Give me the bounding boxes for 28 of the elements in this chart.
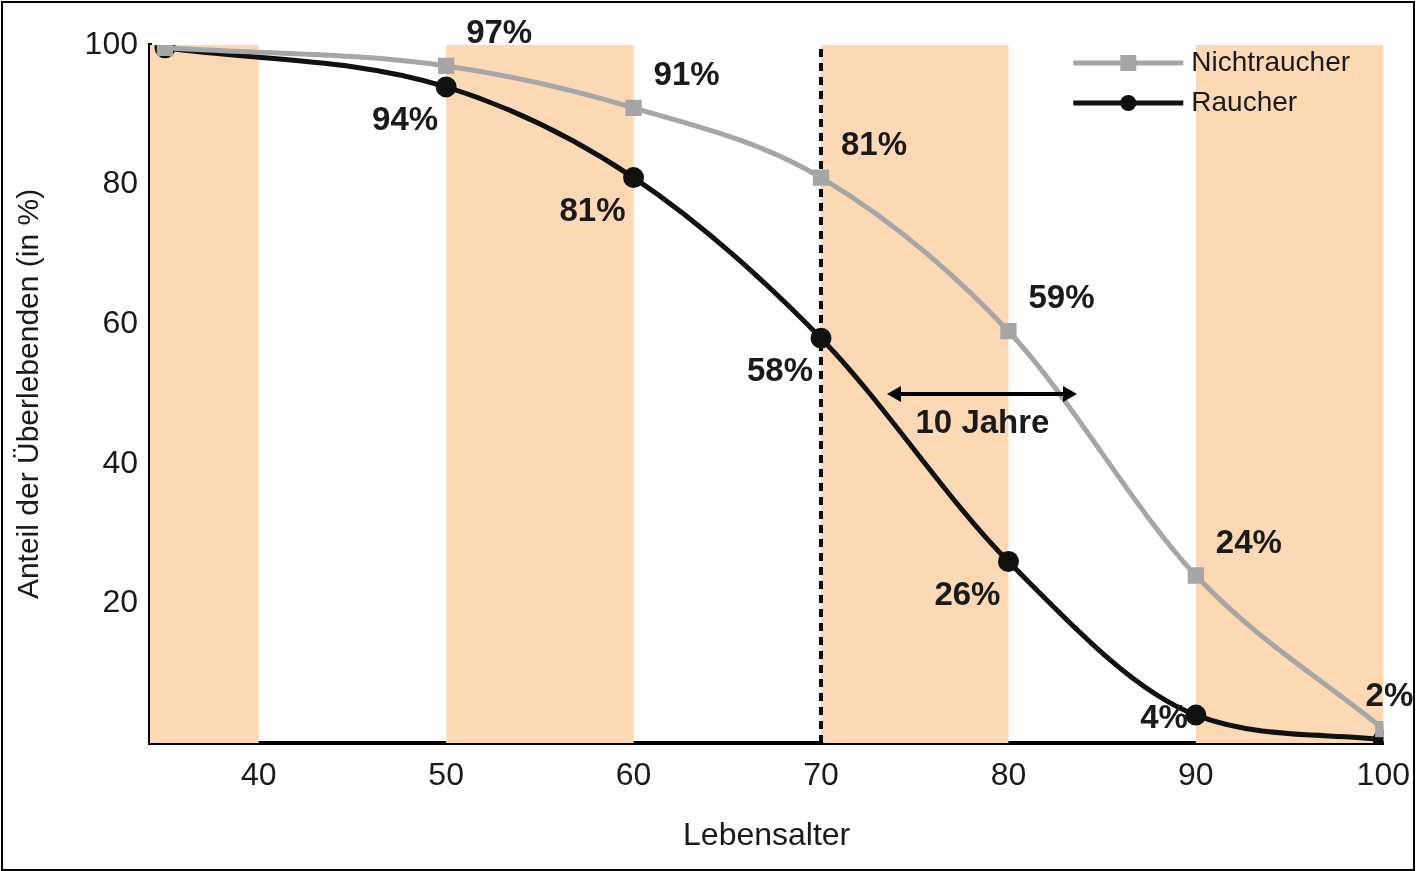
- x-tick-label: 40: [240, 756, 277, 793]
- data-label: 91%: [653, 54, 720, 92]
- x-tick-label: 50: [428, 756, 464, 793]
- y-tick-label: 20: [102, 583, 138, 620]
- x-tick-label: 100: [1356, 756, 1410, 793]
- y-tick-label: 40: [102, 443, 138, 480]
- x-tick-label: 60: [615, 756, 652, 793]
- y-tick-label: 60: [102, 304, 138, 341]
- legend-label: Nichtraucher: [1191, 45, 1351, 77]
- data-label: 4%: [1140, 698, 1188, 736]
- data-label: 81%: [559, 190, 626, 228]
- y-axis-title: Anteil der Überlebenden (in %): [11, 188, 45, 600]
- y-tick-label: 100: [84, 24, 138, 61]
- data-label: 24%: [1215, 522, 1282, 560]
- y-tick-label: 80: [102, 164, 138, 201]
- data-label: 26%: [934, 574, 1001, 612]
- data-label: 58%: [746, 351, 814, 389]
- data-label: 59%: [1028, 278, 1095, 316]
- data-label: 2%: [1365, 676, 1414, 714]
- x-tick-label: 70: [803, 756, 839, 793]
- x-tick-label: 90: [1178, 756, 1214, 793]
- annotation: 10 Jahre: [915, 403, 1050, 441]
- x-tick-label: 80: [990, 756, 1027, 793]
- data-label: 97%: [466, 13, 533, 51]
- data-label: 94%: [372, 99, 439, 137]
- legend-label: Raucher: [1191, 85, 1298, 117]
- x-axis-title: Lebensalter: [683, 815, 851, 852]
- data-label: 81%: [841, 124, 908, 162]
